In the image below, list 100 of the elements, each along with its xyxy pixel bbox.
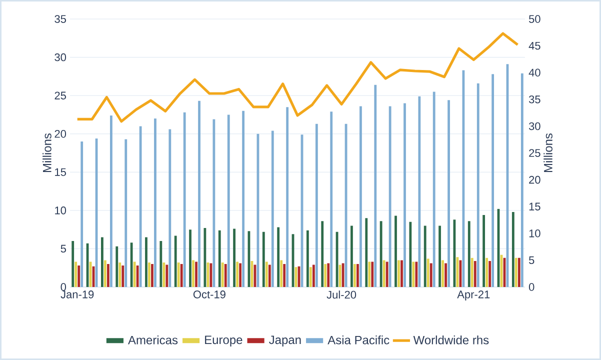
bar — [180, 264, 183, 287]
bar — [398, 260, 400, 287]
bar — [160, 241, 162, 287]
bar — [474, 260, 476, 287]
bar — [268, 264, 271, 287]
bar — [168, 129, 172, 287]
bar — [432, 92, 436, 287]
bar — [198, 100, 200, 287]
bar — [177, 262, 180, 287]
x-tick-label: Oct-19 — [193, 290, 226, 298]
bar — [409, 222, 412, 287]
bar — [415, 262, 418, 287]
bar — [78, 266, 80, 287]
legend-label: Asia Pacific — [328, 336, 390, 344]
bar — [236, 262, 238, 287]
bar — [148, 262, 150, 287]
y-axis-title: Millions — [42, 133, 52, 172]
bar — [110, 115, 112, 287]
bar — [145, 237, 148, 287]
x-tick-label: Apr-21 — [457, 290, 490, 300]
y-tick-label: 0 — [60, 283, 66, 291]
bar — [206, 262, 210, 287]
y2-tick-label: 40 — [528, 68, 540, 76]
bar — [74, 262, 78, 287]
bar — [442, 260, 444, 287]
bar — [133, 262, 136, 287]
bar — [350, 226, 353, 287]
bar — [438, 226, 441, 287]
bar — [151, 264, 154, 287]
bar — [183, 112, 186, 287]
legend-label: Japan — [269, 336, 301, 346]
bar — [265, 262, 268, 287]
bar — [388, 106, 392, 287]
bar — [239, 263, 242, 287]
bar — [277, 227, 280, 287]
bar — [371, 262, 374, 287]
bar — [280, 260, 283, 287]
y2-tick-label: 45 — [528, 42, 540, 50]
bar — [492, 74, 494, 287]
bar — [224, 264, 227, 287]
bar — [394, 216, 397, 287]
bar — [124, 139, 128, 287]
bar — [321, 221, 324, 287]
bar — [139, 126, 142, 287]
bar — [210, 263, 212, 287]
bar — [162, 262, 166, 287]
bar — [488, 260, 492, 287]
bar — [286, 107, 289, 287]
y2-tick-label: 0 — [528, 283, 534, 291]
bar — [242, 110, 244, 287]
bar — [374, 84, 377, 287]
bar — [212, 119, 216, 287]
bar — [426, 258, 430, 287]
bar — [482, 215, 486, 287]
bar — [418, 96, 421, 287]
bar — [360, 106, 362, 287]
bar — [424, 226, 426, 287]
bar — [386, 262, 388, 287]
y2-axis-title: Millions — [544, 133, 552, 172]
bar — [116, 246, 118, 287]
y-tick-label: 15 — [55, 168, 66, 176]
bar — [166, 264, 168, 287]
y2-tick-label: 10 — [529, 230, 540, 238]
y-tick-label: 5 — [60, 244, 66, 253]
y-tick-label: 30 — [54, 53, 66, 62]
bar — [404, 103, 406, 287]
y2-tick-label: 5 — [528, 256, 534, 264]
bar — [476, 83, 480, 287]
bar — [327, 263, 330, 287]
line-series — [76, 32, 519, 123]
bar — [189, 230, 192, 287]
bar — [262, 232, 265, 287]
bar — [107, 264, 110, 287]
x-tick-label: Jan-19 — [60, 290, 94, 298]
y-tick-label: 20 — [54, 130, 66, 138]
y-tick-label: 35 — [54, 15, 66, 23]
bar — [221, 262, 224, 287]
bar — [101, 237, 104, 287]
bar — [72, 241, 74, 287]
x-tick-label: Jul-20 — [326, 290, 356, 299]
y2-tick-label: 50 — [528, 15, 540, 23]
bar — [312, 264, 315, 287]
bar — [233, 228, 236, 287]
bar — [271, 130, 274, 287]
bar — [218, 230, 221, 287]
bar — [130, 242, 133, 287]
bar — [227, 114, 230, 287]
y-tick-label: 25 — [54, 92, 66, 100]
bar — [80, 142, 84, 287]
y2-tick-label: 25 — [529, 149, 540, 157]
bar — [356, 264, 359, 287]
bar — [309, 267, 312, 287]
bar — [448, 100, 450, 287]
bar — [330, 112, 333, 287]
y2-tick-label: 30 — [528, 122, 540, 130]
legend-label: Americas — [128, 336, 178, 344]
bar — [430, 263, 432, 287]
bar — [380, 221, 382, 287]
bar — [192, 260, 194, 287]
y2-tick-label: 15 — [529, 202, 540, 210]
